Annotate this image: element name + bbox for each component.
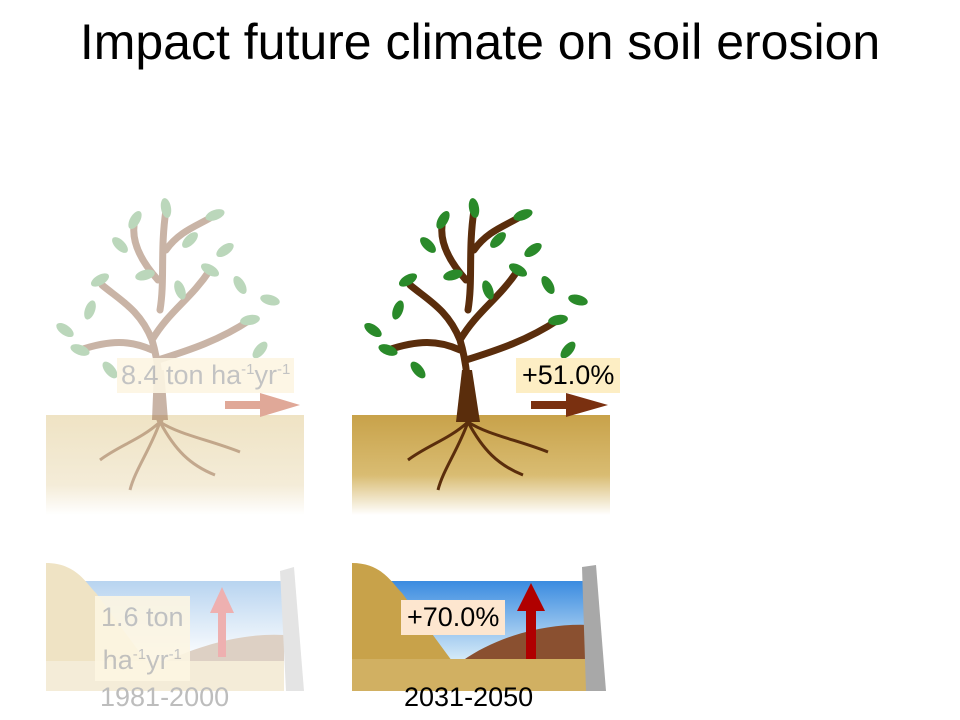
reservoir-bed bbox=[352, 659, 590, 691]
unit: yr bbox=[146, 645, 169, 675]
reservoir-arrow-shaft bbox=[218, 611, 226, 657]
future-reservoir-label: +70.0% bbox=[401, 600, 506, 635]
tree-icon bbox=[364, 198, 588, 491]
future-soil-erosion-label: +51.0% bbox=[516, 358, 621, 393]
tree-icon bbox=[56, 198, 280, 491]
slide-title: Impact future climate on soil erosion bbox=[79, 14, 881, 70]
future-period-label: 2031-2050 bbox=[404, 682, 534, 712]
baseline-reservoir-label: 1.6 ton ha-1yr-1 bbox=[95, 596, 190, 681]
soil-block bbox=[46, 415, 304, 515]
future-tree-scene bbox=[352, 198, 610, 515]
baseline-soil-erosion-label: 8.4 ton ha-1yr-1 bbox=[117, 358, 295, 393]
soil-arrow-shaft bbox=[225, 401, 260, 409]
soil-arrow-shaft bbox=[531, 401, 566, 409]
soil-arrow-head bbox=[260, 393, 300, 417]
soil-erosion-value: 8.4 ton ha bbox=[121, 360, 242, 390]
baseline-period-label: 1981-2000 bbox=[100, 682, 230, 712]
dam bbox=[582, 565, 606, 691]
exponent: -1 bbox=[241, 361, 255, 378]
exponent: -1 bbox=[132, 646, 147, 663]
soil-arrow-head bbox=[566, 393, 608, 417]
unit: ha bbox=[102, 645, 133, 675]
reservoir-value: 1.6 ton bbox=[101, 602, 184, 632]
reservoir-arrow-head bbox=[210, 587, 234, 613]
exponent: -1 bbox=[276, 361, 291, 378]
exponent: -1 bbox=[168, 646, 182, 663]
reservoir-unit: ha-1yr-1 bbox=[101, 636, 184, 679]
reservoir-arrow-shaft bbox=[526, 607, 536, 659]
dam bbox=[280, 567, 304, 691]
soil-block bbox=[352, 415, 610, 515]
baseline-tree-scene bbox=[46, 198, 304, 515]
reservoir-arrow-head bbox=[517, 583, 545, 611]
unit: yr bbox=[254, 360, 277, 390]
